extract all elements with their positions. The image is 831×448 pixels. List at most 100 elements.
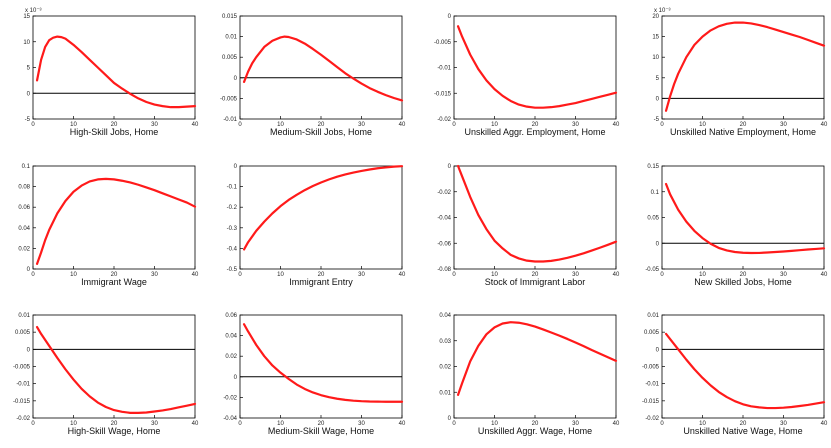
y-tick-label: -0.05 — [645, 267, 659, 273]
chart-panel-2: 0 10 20 30 40 -0.01 -0.005 0 0.005 0.01 0.015 — [220, 14, 406, 128]
y-tick-label: -0.01 — [645, 382, 659, 388]
x-tick-label: 0 — [452, 421, 456, 427]
x-tick-label: 20 — [111, 272, 118, 278]
y-tick-label: 0.15 — [647, 164, 659, 170]
response-line — [35, 35, 197, 109]
y-tick-label: 15 — [652, 35, 659, 41]
x-tick-label: 20 — [532, 122, 539, 128]
y-tick-label: -0.005 — [642, 365, 660, 371]
y-tick-label: 0.01 — [439, 390, 451, 396]
y-tick-label: 0.015 — [222, 14, 238, 20]
y-tick-label: 0.08 — [18, 185, 30, 191]
y-tick-label: 0.1 — [651, 190, 660, 196]
x-tick-label: 10 — [70, 421, 77, 427]
x-tick-label: 0 — [452, 272, 456, 278]
x-tick-label: 20 — [740, 421, 747, 427]
x-tick-label: 0 — [31, 421, 35, 427]
panel-xlabel: Unskilled Aggr. Wage, Home — [477, 426, 593, 436]
x-tick-label: 20 — [740, 122, 747, 128]
y-tick-label: -5 — [25, 117, 31, 123]
x-tick-label: 10 — [699, 272, 706, 278]
y-tick-label: -0.02 — [437, 117, 451, 123]
y-tick-label: -0.02 — [437, 190, 451, 196]
x-tick-label: 10 — [699, 122, 706, 128]
x-tick-label: 30 — [151, 272, 158, 278]
chart-panel-3: 0 10 20 30 40 -0.02 -0.015 -0.01 -0.005 0 — [434, 14, 620, 128]
y-tick-label: 0 — [234, 375, 238, 381]
x-tick-label: 10 — [699, 421, 706, 427]
y-tick-label: 0 — [27, 91, 31, 97]
y-tick-label: 0.04 — [439, 313, 451, 319]
y-tick-label: 0 — [448, 14, 452, 20]
x-tick-label: 10 — [491, 272, 498, 278]
x-tick-label: 10 — [277, 272, 284, 278]
y-tick-label: -0.02 — [223, 395, 237, 401]
x-tick-label: 40 — [821, 272, 828, 278]
response-line — [35, 177, 197, 265]
x-tick-label: 10 — [277, 122, 284, 128]
x-tick-label: 10 — [70, 272, 77, 278]
x-tick-label: 20 — [318, 421, 325, 427]
response-line — [456, 321, 618, 396]
response-line — [664, 21, 826, 112]
y-tick-label: -5 — [654, 117, 660, 123]
y-tick-label: -0.015 — [434, 91, 452, 97]
x-tick-label: 40 — [821, 421, 828, 427]
y-tick-label: -0.08 — [437, 267, 451, 273]
chart-panel-9: 0 10 20 30 40 -0.02 -0.015 -0.01 -0.005 0 0.005 0.0… — [13, 313, 199, 427]
y-tick-label: 0 — [234, 76, 238, 82]
y-tick-label: -0.005 — [13, 365, 31, 371]
x-tick-label: 40 — [192, 122, 199, 128]
x-tick-label: 0 — [238, 122, 242, 128]
panel-xlabel: Immigrant Wage — [81, 277, 147, 287]
y-tick-label: -0.4 — [227, 246, 238, 252]
y-tick-label: -0.1 — [227, 185, 238, 191]
response-line — [242, 35, 404, 102]
y-tick-label: 0.06 — [18, 205, 30, 211]
x-tick-label: 20 — [318, 122, 325, 128]
y-tick-label: -0.5 — [227, 267, 238, 273]
panel-xlabel: New Skilled Jobs, Home — [694, 277, 792, 287]
x-tick-label: 10 — [491, 421, 498, 427]
panel-xlabel: Unskilled Native Employment, Home — [669, 127, 817, 137]
plot-area: 0 10 20 30 40 -0.01 -0.005 0 0.005 0.01 0.015 — [220, 14, 406, 128]
y-tick-label: 0 — [448, 416, 452, 422]
x-tick-label: 0 — [660, 272, 664, 278]
axes-frame — [453, 314, 617, 419]
x-tick-label: 30 — [151, 122, 158, 128]
y-tick-label: 5 — [656, 76, 660, 82]
y-tick-label: -0.02 — [16, 416, 30, 422]
axes-frame — [32, 314, 196, 419]
x-tick-label: 20 — [532, 421, 539, 427]
response-line — [664, 182, 826, 255]
y-tick-label: 10 — [23, 40, 30, 46]
y-tick-label: 0.005 — [644, 330, 660, 336]
x-tick-label: 40 — [399, 272, 406, 278]
x-tick-label: 40 — [399, 122, 406, 128]
chart-panel-8: 0 10 20 30 40 -0.05 0 0.05 0.1 0.15 — [645, 164, 828, 278]
panel-xlabel: High-Skill Jobs, Home — [69, 127, 159, 137]
chart-panel-12: 0 10 20 30 40 -0.02 -0.015 -0.01 -0.005 0 0.005 0.0… — [642, 313, 828, 427]
plot-area: 0 10 20 30 40 -0.5 -0.4 -0.3 -0.2 -0.1 0 — [227, 164, 406, 278]
y-tick-label: 0.04 — [18, 226, 30, 232]
x-tick-label: 10 — [70, 122, 77, 128]
plot-area: 0 10 20 30 40 0 0.02 0.04 0.06 0.08 0.1 — [18, 164, 199, 278]
x-tick-label: 40 — [613, 272, 620, 278]
plot-area: 0 10 20 30 40 -0.02 -0.015 -0.01 -0.005 0 0.005 0.0… — [13, 313, 199, 427]
x-tick-label: 20 — [318, 272, 325, 278]
y-tick-label: 0.06 — [225, 313, 237, 319]
y-tick-label: -0.3 — [227, 226, 238, 232]
x-tick-label: 0 — [238, 272, 242, 278]
x-tick-label: 20 — [532, 272, 539, 278]
y-tick-label: 0 — [448, 164, 452, 170]
y-tick-label: 0.02 — [439, 365, 451, 371]
x-tick-label: 0 — [238, 421, 242, 427]
y-tick-label: 20 — [652, 14, 659, 20]
y-tick-label: 0.01 — [647, 313, 659, 319]
x-tick-label: 20 — [111, 421, 118, 427]
x-tick-label: 40 — [192, 272, 199, 278]
y-tick-label: -0.015 — [13, 399, 31, 405]
y-tick-label: -0.04 — [223, 416, 237, 422]
y-tick-label: -0.02 — [645, 416, 659, 422]
